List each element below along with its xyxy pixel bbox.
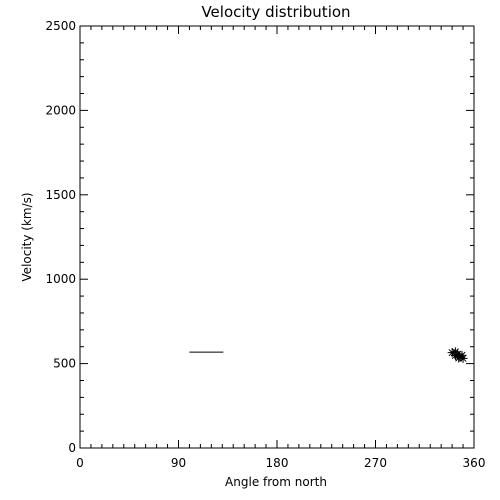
y-axis-label: Velocity (km/s) [20, 192, 34, 281]
chart-title: Velocity distribution [201, 3, 350, 21]
x-axis-ticks [79, 26, 475, 448]
x-axis-tick-labels: 0 90 180 270 360 [76, 456, 485, 470]
y-tick-label: 0 [68, 441, 76, 455]
y-tick-label: 1500 [45, 188, 76, 202]
y-axis-ticks [80, 25, 474, 449]
y-tick-label: 500 [53, 357, 76, 371]
x-tick-label: 270 [364, 456, 387, 470]
y-tick-label: 1000 [45, 272, 76, 286]
x-tick-label: 180 [266, 456, 289, 470]
scatter-points [447, 347, 468, 363]
x-tick-label: 0 [76, 456, 84, 470]
y-tick-label: 2000 [45, 103, 76, 117]
x-axis-label: Angle from north [225, 475, 327, 489]
x-tick-label: 90 [171, 456, 186, 470]
y-axis-tick-labels: 0 500 1000 1500 2000 2500 [45, 19, 76, 455]
data-point [458, 353, 468, 363]
y-tick-label: 2500 [45, 19, 76, 33]
x-tick-label: 360 [463, 456, 486, 470]
